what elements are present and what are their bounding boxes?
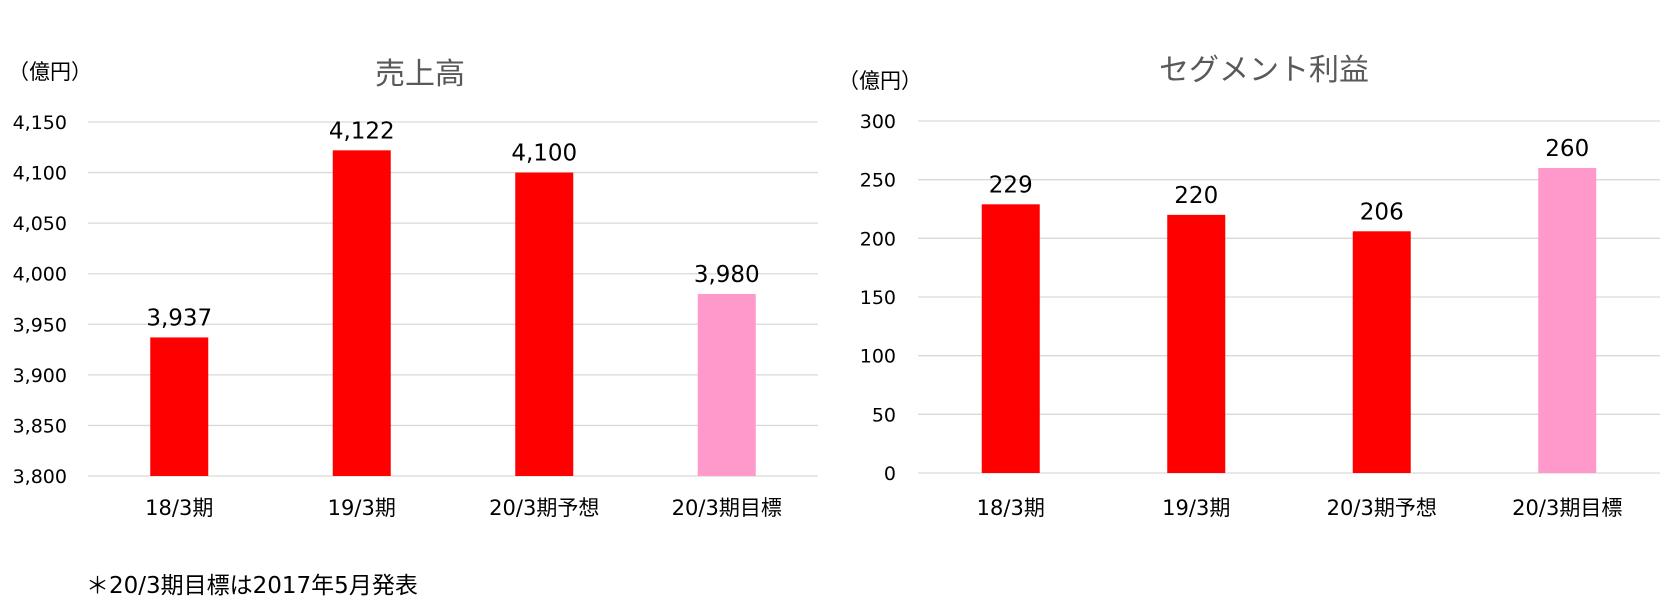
profit-y-tick-label: 100 (860, 346, 896, 368)
profit-data-label: 220 (1174, 183, 1218, 209)
footnote: ＊20/3期目標は2017年5月発表 (86, 573, 418, 599)
sales-y-tick-label: 3,800 (13, 466, 67, 488)
profit-category-label: 20/3期目標 (1512, 496, 1622, 520)
profit-chart-title: セグメント利益 (1159, 53, 1369, 88)
profit-bar (981, 204, 1040, 473)
profit-y-tick-label: 200 (860, 228, 896, 250)
sales-y-tick-label: 4,100 (13, 163, 67, 185)
sales-y-tick-label: 4,000 (13, 264, 67, 286)
profit-data-label: 260 (1545, 136, 1589, 162)
sales-data-label: 3,937 (146, 305, 212, 331)
sales-data-label: 4,100 (511, 141, 577, 167)
sales-y-tick-label: 4,050 (13, 213, 67, 235)
profit-unit-label: （億円） (838, 69, 922, 93)
profit-category-label: 19/3期 (1162, 496, 1230, 520)
sales-unit-label: （億円） (8, 60, 92, 84)
profit-bar (1352, 231, 1411, 473)
sales-y-tick-label: 3,900 (13, 365, 67, 387)
profit-bar (1538, 167, 1597, 473)
sales-category-label: 18/3期 (145, 496, 213, 520)
sales-chart-title: 売上高 (375, 57, 465, 92)
sales-y-tick-label: 3,950 (13, 314, 67, 336)
sales-bar (697, 293, 756, 476)
profit-y-tick-label: 50 (872, 404, 896, 426)
profit-y-tick-label: 250 (860, 170, 896, 192)
sales-y-tick-label: 3,850 (13, 415, 67, 437)
sales-bar (332, 150, 391, 476)
profit-category-label: 20/3期予想 (1327, 496, 1437, 520)
sales-y-tick-label: 4,150 (13, 112, 67, 134)
profit-bar (1167, 214, 1226, 473)
profit-data-label: 229 (989, 172, 1033, 198)
profit-y-tick-label: 0 (884, 463, 896, 485)
profit-y-tick-label: 150 (860, 287, 896, 309)
profit-data-label: 206 (1360, 199, 1404, 225)
sales-bar (150, 337, 209, 476)
sales-category-label: 20/3期予想 (489, 496, 599, 520)
sales-data-label: 4,122 (329, 118, 395, 144)
profit-category-label: 18/3期 (977, 496, 1045, 520)
sales-category-label: 20/3期目標 (672, 496, 782, 520)
sales-bar (515, 172, 574, 477)
profit-y-tick-label: 300 (860, 111, 896, 133)
sales-category-label: 19/3期 (328, 496, 396, 520)
sales-data-label: 3,980 (694, 262, 760, 288)
